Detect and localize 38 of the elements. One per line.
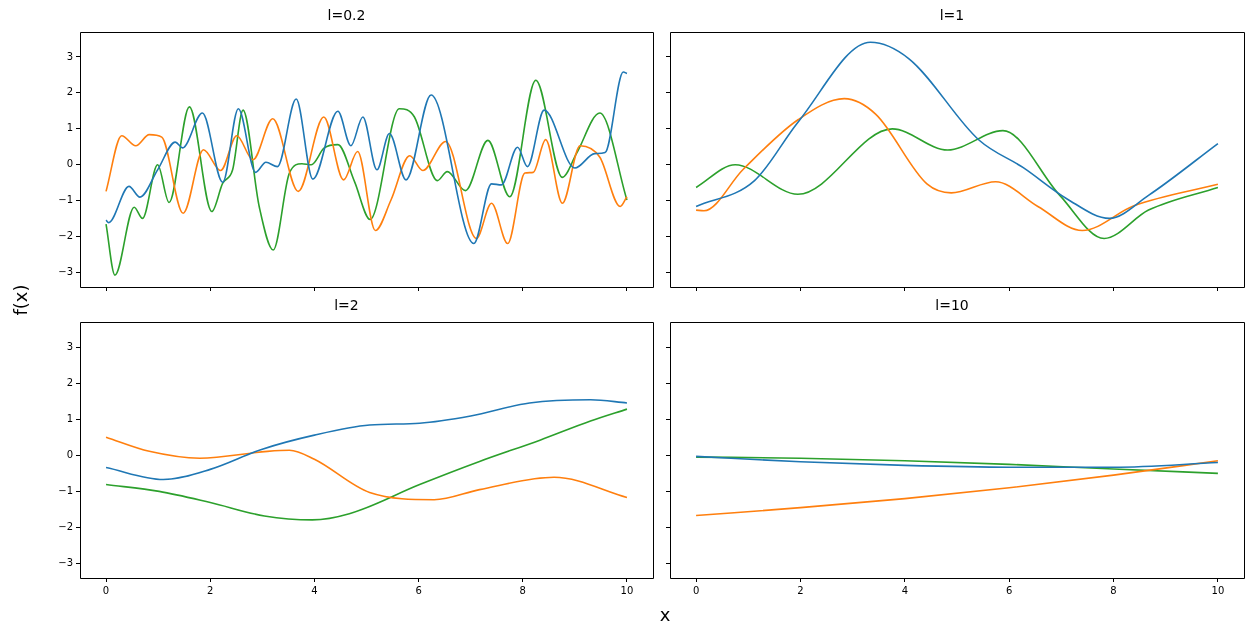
line-series: [105, 436, 628, 501]
line-series: [105, 79, 628, 276]
x-tick-label: 6: [415, 584, 422, 596]
y-tick-label: −3: [58, 266, 73, 278]
line-series: [105, 398, 628, 481]
x-tick-label: 8: [1110, 584, 1117, 596]
x-tick-label: 6: [1005, 584, 1013, 596]
x-tick-label: 2: [797, 584, 804, 596]
x-tick-label: 10: [1211, 584, 1225, 596]
chart-title: l=2: [334, 297, 359, 314]
y-tick-label: 3: [66, 50, 73, 62]
chart-title: l=0.2: [327, 7, 366, 24]
y-tick-label: 3: [66, 340, 73, 352]
y-tick-label: −1: [58, 194, 73, 206]
chart-title: l=1: [939, 7, 965, 24]
y-tick-label: 2: [66, 376, 73, 388]
y-tick-label: −3: [58, 557, 73, 569]
chart-title: l=10: [935, 297, 969, 314]
x-tick-label: 0: [692, 584, 700, 596]
y-axis-title: f(x): [9, 284, 31, 316]
y-tick-label: 1: [66, 122, 73, 134]
x-tick-label: 2: [207, 584, 214, 596]
x-tick-label: 10: [620, 584, 634, 596]
y-tick-label: −1: [58, 484, 73, 496]
line-series: [105, 71, 628, 245]
y-tick-label: 0: [66, 448, 73, 460]
y-tick-label: 2: [66, 86, 73, 98]
y-tick-label: 0: [66, 158, 73, 170]
x-tick-label: 0: [102, 584, 110, 596]
line-series: [105, 116, 628, 245]
x-axis-title: x: [658, 604, 672, 625]
y-tick-label: −2: [58, 521, 73, 533]
x-tick-label: 4: [901, 584, 909, 596]
y-tick-label: −2: [58, 230, 73, 242]
line-series: [105, 408, 628, 521]
x-tick-label: 4: [311, 584, 318, 596]
y-tick-label: 1: [66, 412, 73, 424]
x-tick-label: 8: [519, 584, 526, 596]
